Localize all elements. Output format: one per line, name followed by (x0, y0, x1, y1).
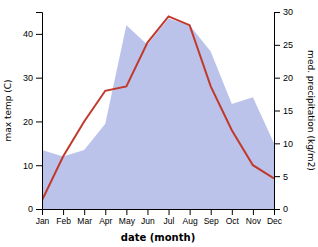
tick-label: Sep (204, 216, 219, 226)
tick: 10 (23, 161, 42, 171)
y2-axis: 0 5 10 15 20 25 30 (274, 7, 293, 214)
chart: JanFebMarAprMayJunJulAugSepOctNovDec0102… (0, 0, 318, 247)
tick-label: Nov (246, 216, 262, 226)
tick-label: 5 (283, 172, 288, 182)
tick-label: Mar (77, 216, 92, 226)
tick: Mar (77, 209, 92, 226)
tick-label: 20 (283, 73, 293, 83)
tick-mark (274, 45, 280, 46)
tick-mark (211, 209, 212, 215)
tick-label: 15 (283, 106, 293, 116)
tick: 40 (23, 29, 42, 39)
tick-mark (84, 209, 85, 215)
tick-mark (232, 209, 233, 215)
tick-label: Oct (226, 216, 240, 226)
tick-mark (274, 209, 280, 210)
tick-mark (63, 209, 64, 215)
tick: 30 (23, 73, 42, 83)
tick: 25 (274, 40, 293, 50)
tick-label: 0 (28, 204, 33, 214)
tick-label: Jun (141, 216, 155, 226)
tick-label: 10 (283, 139, 293, 149)
tick-mark (274, 143, 280, 144)
tick-label: Apr (99, 216, 112, 226)
tick-label: Jan (36, 216, 50, 226)
tick: 15 (274, 106, 293, 116)
tick: 30 (274, 7, 293, 17)
axis-line (275, 13, 281, 210)
tick: 0 (28, 204, 42, 214)
tick: 20 (23, 117, 42, 127)
tick: Feb (56, 209, 71, 226)
tick: 10 (274, 139, 293, 149)
axis-line (36, 13, 43, 210)
tick-mark (169, 209, 170, 215)
tick: 0 (274, 204, 288, 214)
tick: Aug (183, 209, 198, 226)
y-axis-title: max temp (C) (3, 79, 13, 141)
tick-mark (126, 209, 127, 215)
line (42, 16, 274, 200)
tick-label: 30 (283, 7, 293, 17)
tick: Dec (267, 209, 283, 226)
tick: Oct (226, 209, 240, 226)
tick-mark (274, 78, 280, 79)
tick-mark (274, 176, 280, 177)
tick-mark (147, 209, 148, 215)
tick: 5 (274, 172, 288, 182)
y-axis: 0 10 20 30 40 (23, 13, 43, 215)
tick-mark (253, 209, 254, 215)
tick: May (119, 209, 136, 226)
tick-label: Aug (183, 216, 198, 226)
tick-label: 40 (23, 29, 33, 39)
tick-mark (36, 209, 42, 210)
tick-mark (274, 12, 280, 13)
tick-mark (105, 209, 106, 215)
tick-mark (36, 78, 42, 79)
tick-label: 0 (283, 204, 288, 214)
tick: Sep (204, 209, 219, 226)
tick-label: 10 (23, 161, 33, 171)
tick-mark (36, 121, 42, 122)
tick: Jun (141, 209, 155, 226)
tick-mark (190, 209, 191, 215)
tick: Jan (36, 209, 50, 226)
tick-label: May (119, 216, 136, 226)
marks (42, 16, 274, 209)
plot-area: JanFebMarAprMayJunJulAugSepOctNovDec0102… (23, 7, 293, 226)
tick-label: Dec (267, 216, 283, 226)
tick-label: 25 (283, 40, 293, 50)
tick: Apr (99, 209, 112, 226)
x-axis: Jan Feb Mar Apr May Jun Jul Aug Sep Oct Nov Dec (36, 209, 283, 226)
y2-axis-title: med. precipitation (kg/m2) (306, 50, 316, 171)
tick-label: Jul (164, 216, 175, 226)
tick: Nov (246, 209, 262, 226)
tick-label: 20 (23, 117, 33, 127)
tick: Jul (164, 209, 175, 226)
x-axis-title: date (month) (121, 232, 195, 243)
tick-mark (36, 165, 42, 166)
axis-line (43, 210, 275, 216)
tick-mark (36, 34, 42, 35)
tick: 20 (274, 73, 293, 83)
area (42, 19, 274, 209)
tick-mark (274, 111, 280, 112)
tick-label: 30 (23, 73, 33, 83)
tick-label: Feb (56, 216, 71, 226)
